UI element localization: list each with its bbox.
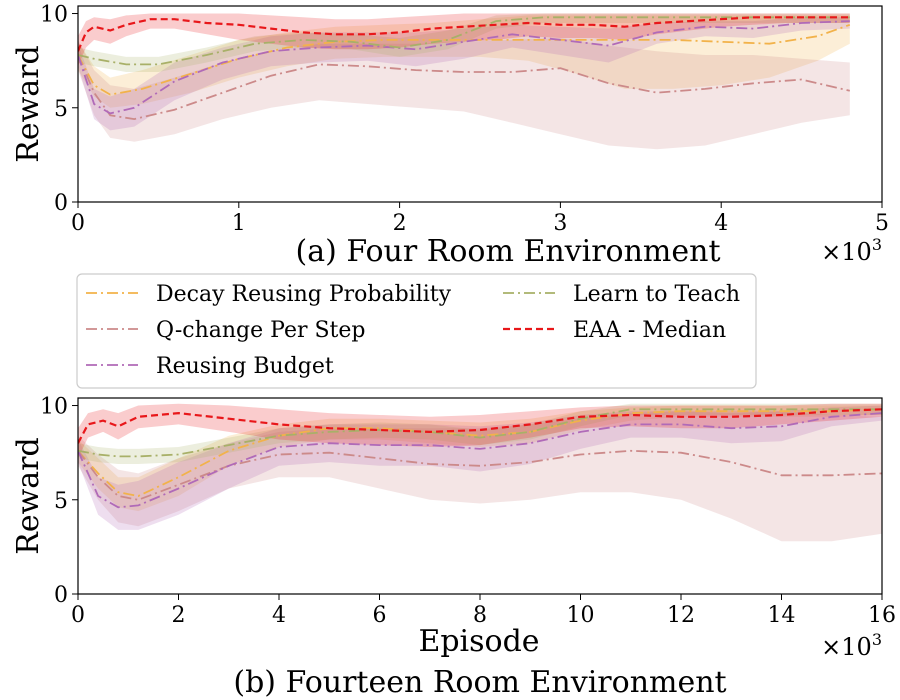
series-line bbox=[78, 408, 882, 444]
x-tick-label: 3 bbox=[553, 211, 567, 236]
legend-label: EAA - Median bbox=[573, 318, 726, 343]
series-line bbox=[78, 20, 850, 115]
x-tick-label: 16 bbox=[868, 603, 896, 628]
x-axis-label: Episode bbox=[418, 624, 539, 659]
legend-label: Decay Reusing Probability bbox=[156, 282, 452, 307]
legend-label: Reusing Budget bbox=[156, 354, 334, 379]
legend: Decay Reusing Probability Q-change Per St… bbox=[76, 273, 757, 389]
legend-entry: EAA - Median bbox=[503, 318, 726, 343]
x-tick-label: 12 bbox=[667, 603, 695, 628]
x-tick-label: 6 bbox=[373, 603, 387, 628]
y-tick-label: 5 bbox=[54, 97, 68, 122]
axes-frame bbox=[77, 5, 883, 203]
legend-entry: Learn to Teach bbox=[503, 282, 740, 307]
series-line bbox=[78, 408, 882, 458]
legend-frame bbox=[76, 273, 757, 389]
plot-area bbox=[78, 13, 851, 150]
x-multiplier: ×103 bbox=[821, 630, 882, 661]
x-multiplier-base: ×10 bbox=[821, 633, 872, 661]
x-tick-label: 2 bbox=[393, 211, 407, 236]
x-multiplier-base: ×10 bbox=[821, 238, 872, 266]
x-tick-label: 0 bbox=[71, 603, 85, 628]
legend-label: Learn to Teach bbox=[573, 282, 740, 307]
y-axis-label: Reward bbox=[11, 45, 46, 162]
panel-caption: (b) Fourteen Room Environment bbox=[233, 665, 726, 700]
y-tick-label: 0 bbox=[54, 191, 68, 216]
y-tick-label: 5 bbox=[54, 489, 68, 514]
legend-entry: Decay Reusing Probability bbox=[86, 282, 452, 307]
x-multiplier-exponent: 3 bbox=[872, 630, 882, 649]
panel-b: 0 2 4 6 8 10 12 14 16 0 5 10 Reward ×103 Episode (b) Fo… bbox=[11, 395, 896, 700]
y-tick-label: 10 bbox=[40, 395, 68, 420]
y-axis-label: Reward bbox=[11, 437, 46, 554]
x-tick-label: 4 bbox=[714, 211, 728, 236]
x-multiplier: ×103 bbox=[821, 235, 882, 266]
confidence-band bbox=[78, 405, 882, 512]
legend-entry: Reusing Budget bbox=[86, 354, 334, 379]
x-tick-label: 5 bbox=[875, 211, 889, 236]
x-tick-label: 2 bbox=[172, 603, 186, 628]
confidence-band bbox=[78, 403, 882, 464]
confidence-band bbox=[78, 38, 850, 150]
legend-entry: Q-change Per Step bbox=[86, 318, 366, 343]
panel-caption: (a) Four Room Environment bbox=[295, 234, 720, 269]
confidence-band bbox=[78, 13, 850, 67]
x-multiplier-exponent: 3 bbox=[872, 235, 882, 254]
y-tick-label: 10 bbox=[40, 3, 68, 28]
plot-area bbox=[78, 403, 882, 542]
x-tick-label: 8 bbox=[473, 603, 487, 628]
confidence-band bbox=[78, 13, 850, 72]
series-line bbox=[78, 412, 882, 509]
x-tick-label: 14 bbox=[768, 603, 796, 628]
series-line bbox=[78, 23, 851, 96]
series-line bbox=[78, 54, 851, 121]
x-tick-label: 1 bbox=[232, 211, 246, 236]
confidence-band bbox=[78, 17, 850, 131]
x-tick-label: 0 bbox=[71, 211, 85, 236]
confidence-band bbox=[78, 411, 882, 542]
confidence-band bbox=[78, 15, 850, 108]
x-tick-label: 10 bbox=[567, 603, 595, 628]
x-tick-label: 4 bbox=[272, 603, 286, 628]
legend-label: Q-change Per Step bbox=[156, 318, 366, 343]
series-line bbox=[78, 16, 850, 52]
series-line bbox=[78, 449, 882, 501]
y-tick-label: 0 bbox=[54, 583, 68, 608]
